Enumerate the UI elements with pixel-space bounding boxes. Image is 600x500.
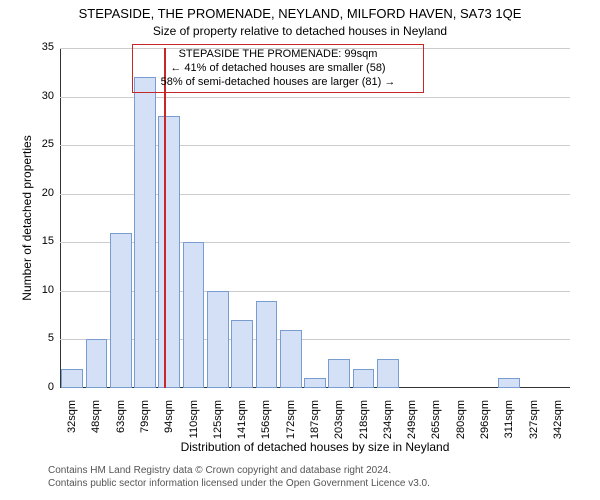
x-tick-label: 311sqm xyxy=(503,400,515,450)
x-tick-label: 280sqm xyxy=(455,400,467,450)
axis-left-line xyxy=(60,48,61,388)
bar xyxy=(183,242,205,388)
x-tick-label: 249sqm xyxy=(406,400,418,450)
y-tick-label: 30 xyxy=(30,90,54,102)
bar xyxy=(280,330,302,388)
annotation-line-2: ← 41% of detached houses are smaller (58… xyxy=(141,62,415,76)
x-tick-label: 172sqm xyxy=(285,400,297,450)
bar xyxy=(498,378,520,388)
footer-line-1: Contains HM Land Registry data © Crown c… xyxy=(48,464,430,477)
y-tick-label: 10 xyxy=(30,284,54,296)
x-tick-label: 327sqm xyxy=(528,400,540,450)
title-main: STEPASIDE, THE PROMENADE, NEYLAND, MILFO… xyxy=(0,6,600,21)
annotation-line-3: 58% of semi-detached houses are larger (… xyxy=(141,76,415,90)
bar xyxy=(86,339,108,388)
bar xyxy=(256,301,278,388)
annotation-line-1: STEPASIDE THE PROMENADE: 99sqm xyxy=(141,48,415,62)
y-tick-label: 0 xyxy=(30,381,54,393)
title-sub: Size of property relative to detached ho… xyxy=(0,24,600,38)
y-tick-label: 15 xyxy=(30,235,54,247)
x-tick-label: 218sqm xyxy=(358,400,370,450)
x-tick-label: 234sqm xyxy=(382,400,394,450)
bar xyxy=(110,233,132,388)
bar xyxy=(353,369,375,388)
x-tick-label: 125sqm xyxy=(212,400,224,450)
x-tick-label: 296sqm xyxy=(479,400,491,450)
x-tick-label: 32sqm xyxy=(66,400,78,450)
bar xyxy=(158,116,180,388)
bar xyxy=(328,359,350,388)
bar xyxy=(134,77,156,388)
bar xyxy=(304,378,326,388)
x-tick-label: 265sqm xyxy=(430,400,442,450)
x-tick-label: 94sqm xyxy=(163,400,175,450)
x-tick-label: 110sqm xyxy=(188,400,200,450)
y-tick-label: 35 xyxy=(30,41,54,53)
bar xyxy=(207,291,229,388)
x-tick-label: 342sqm xyxy=(552,400,564,450)
x-tick-label: 48sqm xyxy=(90,400,102,450)
y-tick-label: 20 xyxy=(30,187,54,199)
bar xyxy=(377,359,399,388)
x-tick-label: 141sqm xyxy=(236,400,248,450)
annotation-box: STEPASIDE THE PROMENADE: 99sqm ← 41% of … xyxy=(132,44,424,93)
bar xyxy=(231,320,253,388)
x-tick-label: 63sqm xyxy=(115,400,127,450)
y-tick-label: 5 xyxy=(30,332,54,344)
x-tick-label: 187sqm xyxy=(309,400,321,450)
plot-area xyxy=(60,48,570,388)
x-tick-label: 203sqm xyxy=(333,400,345,450)
footer-text: Contains HM Land Registry data © Crown c… xyxy=(48,464,430,490)
x-tick-label: 79sqm xyxy=(139,400,151,450)
reference-line xyxy=(164,48,166,388)
y-tick-label: 25 xyxy=(30,138,54,150)
bar xyxy=(61,369,83,388)
footer-line-2: Contains public sector information licen… xyxy=(48,477,430,490)
x-tick-label: 156sqm xyxy=(260,400,272,450)
